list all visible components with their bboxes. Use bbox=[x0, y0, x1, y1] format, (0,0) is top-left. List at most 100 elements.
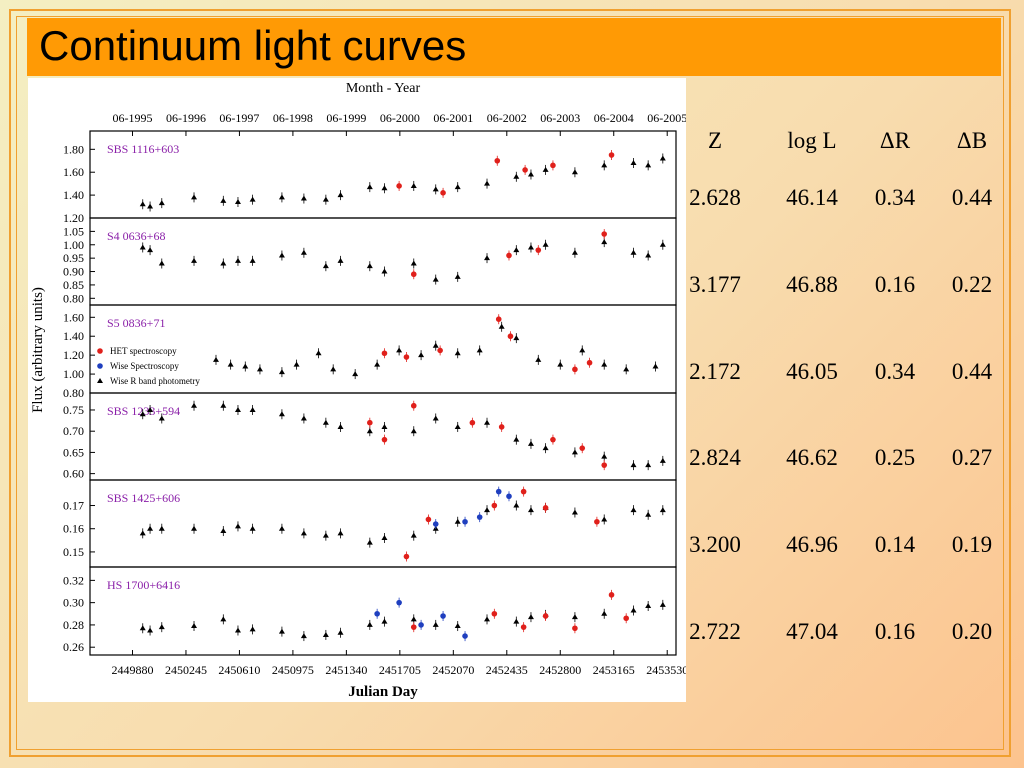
data-point bbox=[454, 184, 461, 190]
data-point bbox=[542, 166, 549, 172]
table-cell: 46.05 bbox=[786, 359, 838, 384]
data-point bbox=[623, 366, 630, 372]
frame bbox=[9, 9, 1011, 757]
data-point bbox=[571, 449, 578, 455]
legend-label: Wise R band photometry bbox=[110, 376, 200, 386]
data-point bbox=[234, 523, 241, 529]
table-cell: 46.14 bbox=[786, 185, 838, 210]
legend-marker bbox=[97, 363, 103, 369]
data-point bbox=[579, 347, 586, 353]
table-cell: 0.44 bbox=[951, 359, 993, 384]
data-point bbox=[220, 197, 227, 203]
legend-marker bbox=[97, 348, 103, 354]
panel-label: S4 0636+68 bbox=[107, 229, 165, 243]
data-point bbox=[550, 436, 556, 443]
data-point bbox=[571, 509, 578, 515]
top-tick-label: 06-2003 bbox=[540, 111, 580, 125]
data-point bbox=[432, 621, 439, 627]
table-cell: 0.16 bbox=[874, 619, 916, 644]
table-cell: 0.16 bbox=[874, 272, 916, 297]
x-tick-label: 2450975 bbox=[272, 663, 314, 677]
data-point bbox=[147, 406, 154, 412]
frame bbox=[16, 16, 1004, 750]
data-point bbox=[506, 252, 512, 259]
table-cell: 2.172 bbox=[689, 359, 741, 384]
data-point bbox=[652, 363, 659, 369]
data-point bbox=[462, 633, 468, 639]
data-point bbox=[278, 525, 285, 531]
y-tick-label: 1.20 bbox=[63, 348, 84, 362]
y-tick-label: 0.32 bbox=[63, 573, 84, 587]
data-point bbox=[484, 616, 491, 622]
data-point bbox=[139, 411, 146, 417]
top-tick-label: 06-2005 bbox=[647, 111, 686, 125]
y-tick-label: 0.80 bbox=[63, 386, 84, 400]
data-point bbox=[139, 201, 146, 207]
data-point bbox=[550, 162, 556, 169]
data-point bbox=[278, 628, 285, 634]
y-tick-label: 0.80 bbox=[63, 291, 84, 305]
data-point bbox=[139, 244, 146, 250]
y-tick-label: 0.85 bbox=[63, 278, 84, 292]
data-point bbox=[396, 183, 402, 189]
data-point bbox=[315, 350, 322, 356]
data-point bbox=[158, 260, 165, 266]
data-point bbox=[147, 627, 154, 633]
data-point bbox=[507, 333, 514, 340]
data-point bbox=[139, 530, 146, 536]
data-point bbox=[630, 507, 637, 513]
data-point bbox=[147, 247, 154, 253]
data-point bbox=[484, 419, 491, 425]
data-point bbox=[322, 419, 329, 425]
data-point bbox=[220, 528, 227, 534]
data-point bbox=[506, 493, 512, 500]
panel-label: S5 0836+71 bbox=[107, 316, 165, 330]
y-tick-label: 0.28 bbox=[63, 618, 84, 632]
data-point bbox=[337, 192, 344, 198]
data-point bbox=[227, 361, 234, 367]
data-point bbox=[527, 171, 534, 177]
table-cell: 3.200 bbox=[689, 532, 741, 557]
data-point bbox=[454, 623, 461, 629]
data-point bbox=[158, 525, 165, 531]
top-tick-label: 06-2001 bbox=[433, 111, 473, 125]
data-point bbox=[278, 252, 285, 258]
data-point bbox=[234, 198, 241, 204]
table-cell: 0.34 bbox=[874, 359, 916, 384]
y-tick-label: 1.80 bbox=[63, 142, 84, 156]
data-point bbox=[659, 241, 666, 247]
data-point bbox=[337, 257, 344, 263]
data-point bbox=[366, 539, 373, 545]
data-point bbox=[623, 615, 629, 622]
data-point bbox=[513, 502, 520, 508]
data-point bbox=[278, 194, 285, 200]
data-point bbox=[158, 415, 165, 421]
table-header: log L bbox=[787, 128, 837, 153]
data-point bbox=[513, 618, 520, 624]
data-point bbox=[542, 241, 549, 247]
data-point bbox=[645, 462, 652, 468]
table-cell: 0.34 bbox=[874, 185, 916, 210]
data-point bbox=[659, 155, 666, 161]
data-point bbox=[220, 402, 227, 408]
data-point bbox=[374, 361, 381, 367]
data-point bbox=[594, 518, 600, 525]
data-point bbox=[191, 194, 198, 200]
data-point bbox=[484, 255, 491, 261]
data-point bbox=[396, 599, 402, 606]
data-point bbox=[462, 518, 468, 525]
data-point bbox=[571, 614, 578, 620]
data-point bbox=[337, 423, 344, 429]
data-point bbox=[601, 462, 608, 468]
panel-label: SBS 1425+606 bbox=[107, 491, 180, 505]
y-tick-label: 1.40 bbox=[63, 329, 84, 343]
data-point bbox=[410, 402, 417, 409]
x-tick-label: 2452070 bbox=[432, 663, 474, 677]
data-point bbox=[337, 530, 344, 536]
data-point bbox=[220, 260, 227, 266]
data-point bbox=[293, 361, 300, 367]
data-point bbox=[432, 186, 439, 192]
data-point bbox=[454, 273, 461, 279]
data-point bbox=[425, 516, 432, 523]
